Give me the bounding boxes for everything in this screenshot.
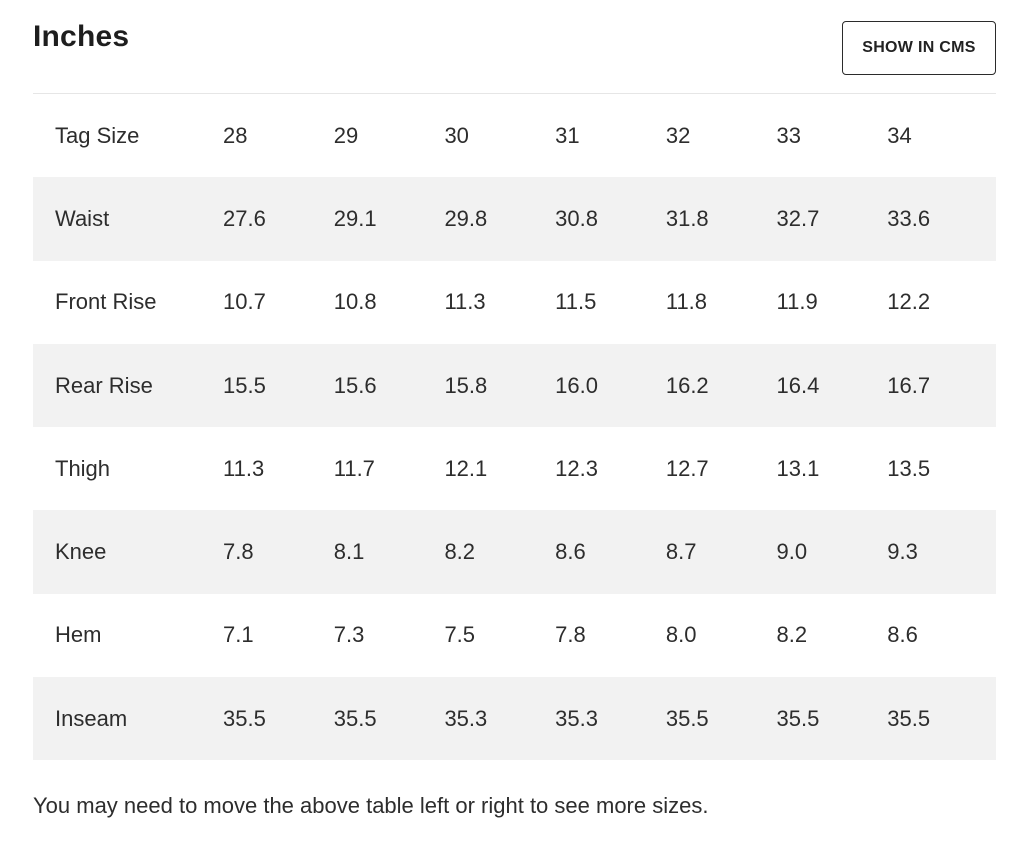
table-cell: 11.7 bbox=[333, 455, 375, 481]
table-cell: 35.3 bbox=[555, 705, 598, 731]
table-cell: 32 bbox=[665, 122, 691, 148]
table-cell: 16.2 bbox=[665, 372, 709, 398]
header-divider bbox=[33, 93, 996, 94]
table-cell: 30.8 bbox=[555, 205, 598, 231]
table-row-hem: Hem 7.1 7.3 7.5 7.8 8.0 8.2 8.6 bbox=[33, 594, 996, 677]
table-cell: 13.5 bbox=[887, 455, 931, 481]
table-cell: 35.5 bbox=[665, 705, 709, 731]
table-cell: 12.7 bbox=[665, 455, 709, 481]
row-label: Waist bbox=[55, 205, 110, 231]
table-cell: 8.7 bbox=[665, 539, 697, 565]
table-cell: 11.3 bbox=[223, 455, 265, 481]
table-cell: 7.8 bbox=[223, 539, 254, 565]
table-row-thigh: Thigh 11.3 11.7 12.1 12.3 12.7 13.1 13.5 bbox=[33, 427, 996, 510]
table-cell: 16.0 bbox=[555, 372, 598, 398]
table-cell: 35.5 bbox=[887, 705, 931, 731]
row-label: Knee bbox=[55, 539, 107, 565]
table-cell: 9.3 bbox=[887, 539, 918, 565]
table-row-tag-size: Tag Size 28 29 30 31 32 33 34 bbox=[33, 94, 996, 177]
table-cell: 33.6 bbox=[887, 205, 931, 231]
table-cell: 13.1 bbox=[776, 455, 820, 481]
table-row-waist: Waist 27.6 29.1 29.8 30.8 31.8 32.7 33.6 bbox=[33, 177, 996, 261]
table-cell: 34 bbox=[887, 122, 912, 148]
table-cell: 32.7 bbox=[776, 205, 820, 231]
table-cell: 9.0 bbox=[776, 539, 808, 565]
table-cell: 8.6 bbox=[887, 622, 918, 648]
table-cell: 33 bbox=[776, 122, 802, 148]
table-cell: 15.8 bbox=[444, 372, 488, 398]
row-label: Hem bbox=[55, 622, 102, 648]
size-chart-header: Inches SHOW IN CMS bbox=[33, 0, 996, 93]
table-cell: 29.8 bbox=[444, 205, 488, 231]
table-cell: 31 bbox=[555, 122, 580, 148]
row-label: Thigh bbox=[55, 455, 111, 481]
table-row-front-rise: Front Rise 10.7 10.8 11.3 11.5 11.8 11.9… bbox=[33, 261, 996, 344]
show-in-cms-button[interactable]: SHOW IN CMS bbox=[842, 21, 996, 75]
table-cell: 7.8 bbox=[555, 622, 586, 648]
table-cell: 31.8 bbox=[665, 205, 709, 231]
table-cell: 8.6 bbox=[555, 539, 586, 565]
scroll-hint-note: You may need to move the above table lef… bbox=[33, 793, 709, 818]
table-cell: 35.5 bbox=[333, 705, 377, 731]
row-label: Rear Rise bbox=[55, 372, 153, 398]
size-chart-title: Inches bbox=[33, 20, 130, 53]
table-cell: 8.2 bbox=[444, 539, 476, 565]
table-row-inseam: Inseam 35.5 35.5 35.3 35.3 35.5 35.5 35.… bbox=[33, 677, 996, 761]
table-cell: 11.3 bbox=[444, 289, 486, 315]
table-cell: 29.1 bbox=[333, 205, 377, 231]
table-cell: 29 bbox=[333, 122, 359, 148]
table-cell: 35.5 bbox=[223, 705, 266, 731]
table-cell: 11.9 bbox=[776, 289, 818, 315]
table-cell: 28 bbox=[223, 122, 248, 148]
table-cell: 35.3 bbox=[444, 705, 488, 731]
row-label: Front Rise bbox=[55, 289, 157, 315]
table-row-knee: Knee 7.8 8.1 8.2 8.6 8.7 9.0 9.3 bbox=[33, 510, 996, 594]
row-label: Tag Size bbox=[55, 122, 140, 148]
table-cell: 30 bbox=[444, 122, 469, 148]
table-cell: 11.5 bbox=[555, 289, 597, 315]
table-row-rear-rise: Rear Rise 15.5 15.6 15.8 16.0 16.2 16.4 … bbox=[33, 343, 996, 428]
table-cell: 15.5 bbox=[223, 372, 266, 398]
table-cell: 11.8 bbox=[665, 289, 708, 315]
table-cell: 7.1 bbox=[223, 622, 254, 648]
table-cell: 15.6 bbox=[333, 372, 377, 398]
table-cell: 8.1 bbox=[333, 539, 365, 565]
table-cell: 8.2 bbox=[776, 622, 808, 648]
table-cell: 10.8 bbox=[333, 289, 377, 315]
table-cell: 35.5 bbox=[776, 705, 820, 731]
table-cell: 7.3 bbox=[333, 622, 365, 648]
table-cell: 10.7 bbox=[223, 289, 266, 315]
table-cell: 16.4 bbox=[776, 372, 820, 398]
table-cell: 27.6 bbox=[223, 205, 266, 231]
table-cell: 12.3 bbox=[555, 455, 598, 481]
table-cell: 7.5 bbox=[444, 622, 476, 648]
size-chart-table: Tag Size 28 29 30 31 32 33 34 Waist 27.6… bbox=[33, 94, 996, 761]
table-cell: 16.7 bbox=[887, 372, 931, 398]
row-label: Inseam bbox=[55, 705, 128, 731]
table-cell: 12.2 bbox=[887, 289, 931, 315]
size-chart-body: Tag Size 28 29 30 31 32 33 34 Waist 27.6… bbox=[33, 94, 996, 761]
table-cell: 12.1 bbox=[444, 455, 488, 481]
table-cell: 8.0 bbox=[665, 622, 697, 648]
